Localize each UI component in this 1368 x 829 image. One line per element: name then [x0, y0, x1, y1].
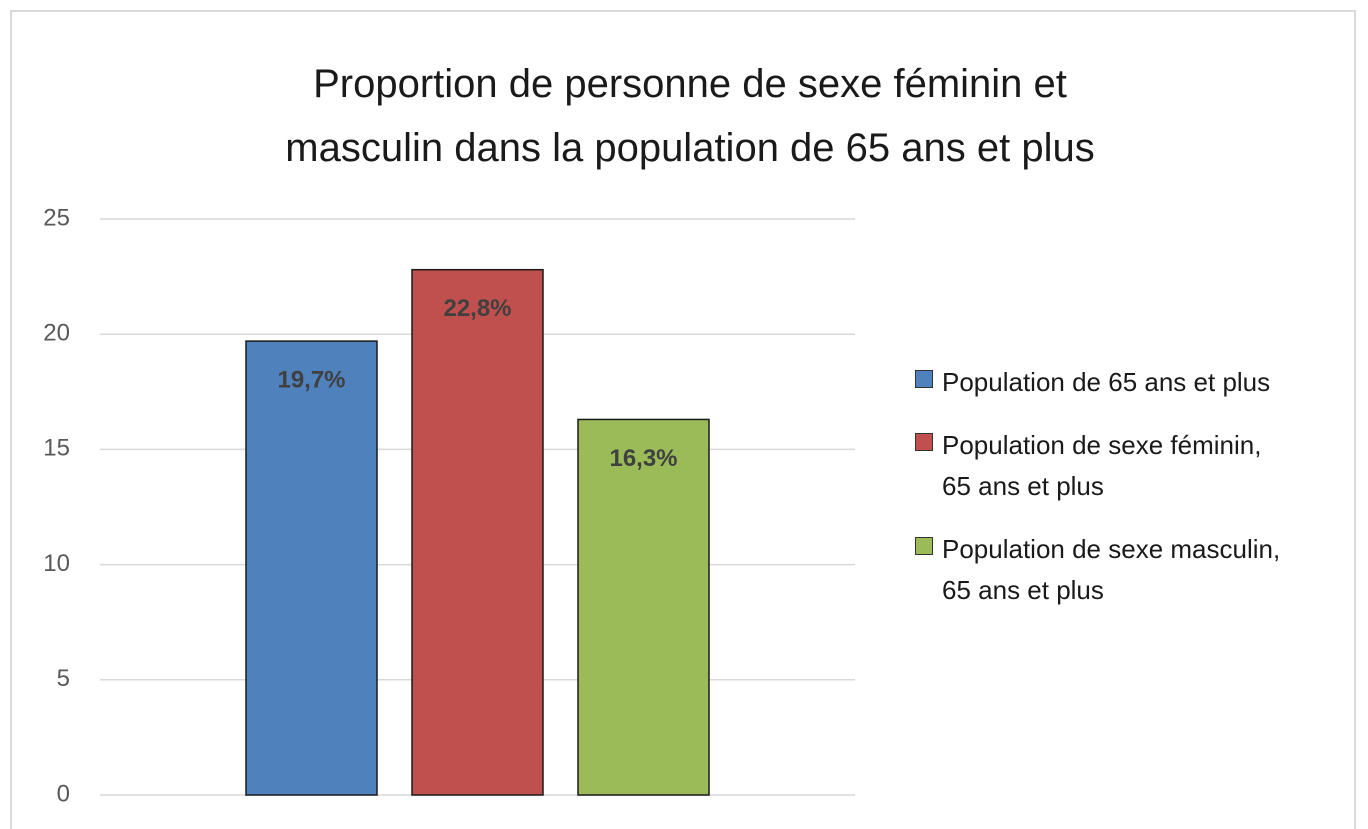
legend-swatch — [915, 537, 933, 555]
y-tick-label: 15 — [43, 435, 70, 462]
chart-title: Proportion de personne de sexe féminin e… — [285, 62, 1095, 170]
legend-entry: Population de 65 ans et plus — [915, 362, 1290, 403]
data-label: 19,7% — [277, 366, 345, 393]
legend-swatch — [915, 433, 933, 451]
legend-entry: Population de sexe masculin, 65 ans et p… — [915, 529, 1290, 611]
bar — [577, 418, 710, 796]
y-tick-label: 5 — [57, 665, 70, 692]
legend-swatch — [915, 370, 933, 388]
bar — [411, 268, 544, 796]
y-tick-label: 0 — [57, 780, 70, 807]
legend-label: Population de sexe féminin, 65 ans et pl… — [942, 430, 1262, 501]
data-label: 16,3% — [609, 445, 677, 472]
chart-frame — [10, 10, 1356, 829]
y-tick-label: 20 — [43, 320, 70, 347]
legend: Population de 65 ans et plus Population d… — [915, 362, 1290, 633]
data-label: 22,8% — [443, 295, 511, 322]
legend-label: Population de 65 ans et plus — [942, 367, 1271, 397]
legend-label: Population de sexe masculin, 65 ans et p… — [942, 534, 1281, 605]
y-tick-label: 25 — [43, 204, 70, 231]
bar — [245, 340, 378, 796]
legend-entry: Population de sexe féminin, 65 ans et pl… — [915, 425, 1290, 507]
y-tick-label: 10 — [43, 550, 70, 577]
